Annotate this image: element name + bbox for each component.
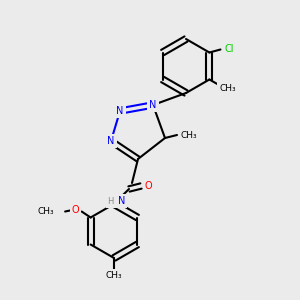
Text: N: N bbox=[107, 136, 115, 146]
Text: CH₃: CH₃ bbox=[219, 84, 236, 93]
Text: H: H bbox=[108, 196, 114, 206]
Text: O: O bbox=[145, 181, 152, 191]
Text: CH₃: CH₃ bbox=[106, 272, 122, 280]
Text: CH₃: CH₃ bbox=[181, 130, 197, 140]
Text: O: O bbox=[72, 205, 80, 215]
Text: N: N bbox=[118, 196, 125, 206]
Text: CH₃: CH₃ bbox=[38, 207, 55, 216]
Text: Cl: Cl bbox=[224, 44, 234, 55]
Text: N: N bbox=[116, 106, 124, 116]
Text: N: N bbox=[149, 100, 157, 110]
